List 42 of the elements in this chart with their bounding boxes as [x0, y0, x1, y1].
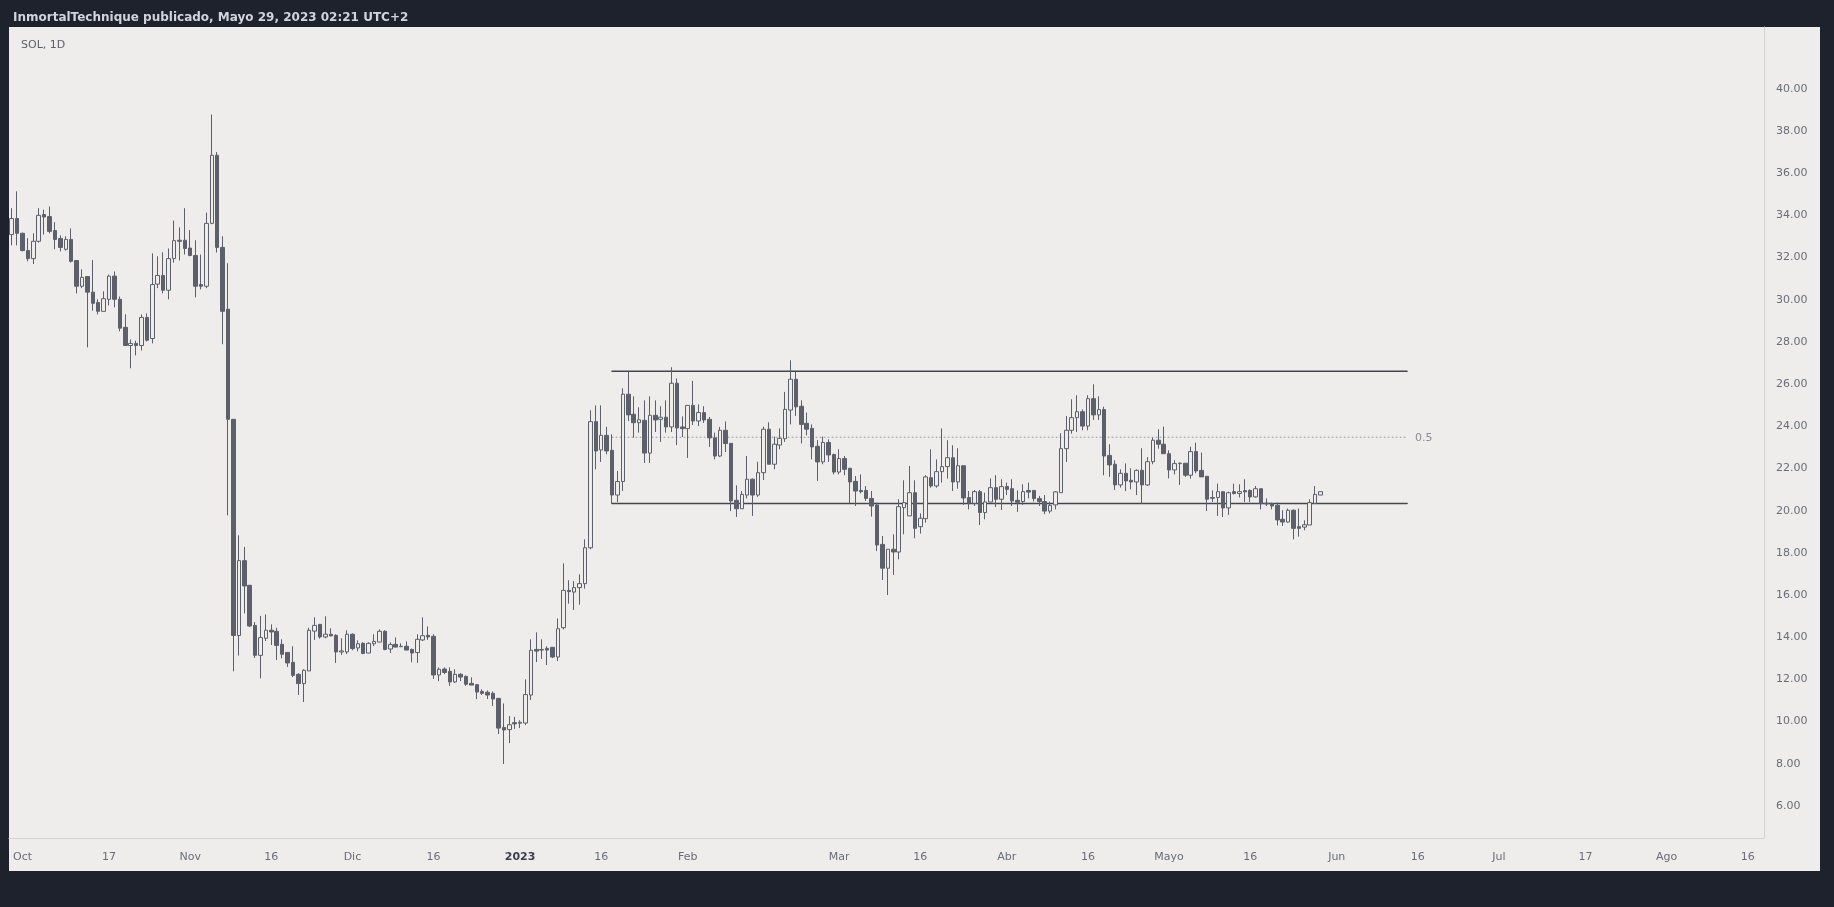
y-tick-label: 24.00	[1776, 419, 1808, 433]
y-tick-label: 32.00	[1776, 250, 1808, 264]
text: SOL, 1D	[21, 38, 66, 51]
x-tick-label: 16	[913, 850, 928, 863]
y-tick-label: 28.00	[1776, 334, 1808, 348]
x-tick-label: Dic	[343, 850, 362, 863]
y-tick-label: 16.00	[1776, 587, 1808, 601]
y-tick-label: 30.00	[1776, 292, 1808, 306]
chart-title: InmortalTechnique publicado, Mayo 29, 2023 02:21 UTC+2	[13, 10, 409, 24]
x-tick-label: Mar	[828, 850, 851, 863]
y-tick-label: 18.00	[1776, 545, 1808, 559]
x-tick-label: 17	[102, 850, 117, 863]
x-tick-label: 16	[426, 850, 441, 863]
x-tick-label: Oct	[13, 850, 33, 863]
x-tick-label: Mayo	[1154, 850, 1185, 863]
y-tick-label: 38.00	[1776, 123, 1808, 137]
x-tick-label: 16	[1243, 850, 1258, 863]
y-tick-label: 22.00	[1776, 461, 1808, 475]
x-tick-label: Feb	[678, 850, 698, 863]
x-tick-label: 16	[1080, 850, 1095, 863]
x-tick-label: Abr	[997, 850, 1017, 863]
y-tick-label: 40.00	[1776, 81, 1808, 95]
x-tick-label: Jun	[1327, 850, 1346, 863]
x-tick-label: 16	[594, 850, 609, 863]
y-tick-label: 10.00	[1776, 714, 1808, 728]
x-tick-label: 2023	[504, 850, 536, 863]
y-tick-label: 6.00	[1776, 798, 1801, 812]
y-tick-label: 26.00	[1776, 376, 1808, 390]
x-tick-label: 16	[264, 850, 279, 863]
y-tick-label: 36.00	[1776, 166, 1808, 180]
x-tick-label: Nov	[179, 850, 202, 863]
y-tick-label: 34.00	[1776, 208, 1808, 222]
y-tick-label: 12.00	[1776, 672, 1808, 686]
x-tick-label: 16	[1410, 850, 1425, 863]
y-tick-label: 8.00	[1776, 756, 1801, 770]
x-tick-label: 16	[1740, 850, 1755, 863]
y-tick-label: 14.00	[1776, 630, 1808, 644]
x-tick-label: 17	[1578, 850, 1593, 863]
y-tick-label: 20.00	[1776, 503, 1808, 517]
x-tick-label: Ago	[1656, 850, 1678, 863]
annotation: 0.5	[1415, 430, 1433, 444]
x-tick-label: Jul	[1491, 850, 1506, 863]
